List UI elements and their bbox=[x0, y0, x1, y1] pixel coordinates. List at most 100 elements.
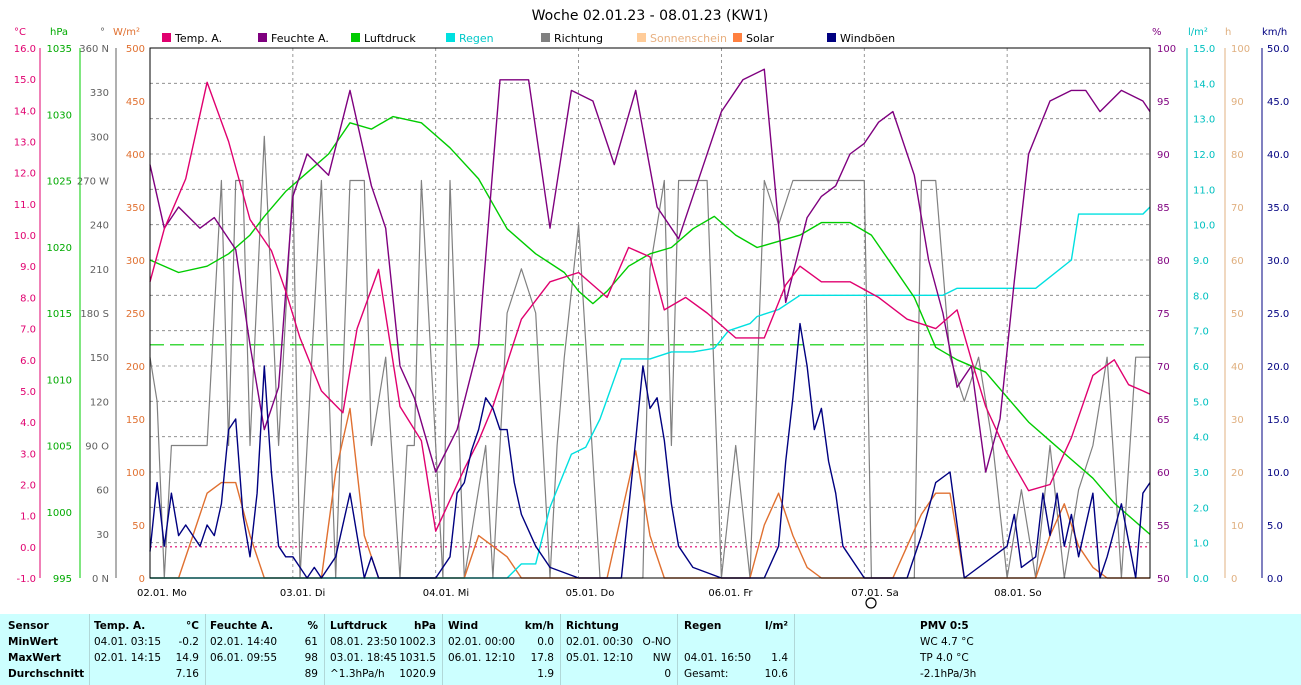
axis-header-pressure: hPa bbox=[50, 27, 68, 38]
col-rain: Regen l/m² 04.01. 16:50 1.4 Gesamt: 10.6 bbox=[678, 614, 794, 685]
rain-tick-label: 7.0 bbox=[1193, 327, 1209, 338]
rain-tick-label: 14.0 bbox=[1193, 79, 1215, 90]
rain-tick-label: 9.0 bbox=[1193, 256, 1209, 267]
temp-tick-label: 2.0 bbox=[20, 480, 36, 491]
direction-tick-label: 180 S bbox=[80, 309, 109, 320]
legend-label: Temp. A. bbox=[174, 32, 222, 45]
temp-tick-label: 10.0 bbox=[14, 231, 36, 242]
temp-max-time: 02.01. 14:15 bbox=[94, 652, 161, 664]
col-wind: Wind km/h 02.01. 00:00 0.0 06.01. 12:10 … bbox=[443, 614, 560, 685]
radiation-tick-label: 100 bbox=[126, 468, 145, 479]
stats-table: Sensor MinWert MaxWert Durchschnitt Temp… bbox=[0, 614, 1301, 685]
legend-label: Richtung bbox=[554, 32, 603, 45]
series-line-windb-en bbox=[149, 322, 1151, 579]
header-rain: Regen bbox=[684, 620, 722, 632]
day-label: 04.01. Mi bbox=[423, 588, 469, 599]
direction-tick-label: 90 O bbox=[85, 442, 109, 453]
dir-max-value: NW bbox=[652, 652, 671, 664]
series-layer bbox=[149, 68, 1151, 579]
sun-tick-label: 70 bbox=[1231, 203, 1244, 214]
direction-tick-label: 270 W bbox=[77, 177, 109, 188]
direction-tick-label: 240 bbox=[90, 221, 109, 232]
pressure-tick-label: 1025 bbox=[47, 177, 72, 188]
axes: 16.0 15.0 14.0 13.0 12.0 11.0 10.0 9.0 8.0 7.0 6.0… bbox=[14, 44, 1290, 599]
sun-tick-label: 30 bbox=[1231, 415, 1244, 426]
col-temp: Temp. A. °C 04.01. 03:15 -0.2 02.01. 14:… bbox=[90, 614, 205, 685]
header-temp: Temp. A. bbox=[94, 620, 146, 632]
rain-tick-label: 11.0 bbox=[1193, 185, 1215, 196]
pressure-tick-label: 1000 bbox=[47, 508, 72, 519]
rain-tick-label: 15.0 bbox=[1193, 44, 1215, 55]
hum-min-time: 02.01. 14:40 bbox=[210, 636, 277, 648]
legend-swatch bbox=[351, 33, 360, 42]
sun-tick-label: 90 bbox=[1231, 97, 1244, 108]
col-divider bbox=[794, 614, 795, 685]
temp-min-value: -0.2 bbox=[178, 636, 200, 648]
radiation-tick-label: 50 bbox=[132, 521, 145, 532]
temp-tick-label: 5.0 bbox=[20, 387, 36, 398]
temp-tick-label: 8.0 bbox=[20, 293, 36, 304]
rain-tick-label: 2.0 bbox=[1193, 503, 1209, 514]
humidity-tick-label: 100 bbox=[1157, 44, 1176, 55]
series-line-luftdruck bbox=[149, 115, 1151, 535]
radiation-tick-label: 350 bbox=[126, 203, 145, 214]
temp-tick-label: 13.0 bbox=[14, 138, 36, 149]
temp-avg-value: 7.16 bbox=[175, 668, 199, 680]
sun-tick-label: 100 bbox=[1231, 44, 1250, 55]
row-label-max: MaxWert bbox=[8, 652, 61, 664]
col-humidity: Feuchte A. % 02.01. 14:40 61 06.01. 09:5… bbox=[206, 614, 324, 685]
temp-tick-label: 6.0 bbox=[20, 356, 36, 367]
wind-tick-label: 5.0 bbox=[1267, 521, 1283, 532]
temp-tick-label: 15.0 bbox=[14, 75, 36, 86]
header-humidity-unit: % bbox=[307, 620, 318, 632]
temp-tick-label: -1.0 bbox=[16, 574, 36, 585]
dir-max-time: 05.01. 12:10 bbox=[566, 652, 633, 664]
humidity-tick-label: 90 bbox=[1157, 150, 1170, 161]
direction-tick-label: 120 bbox=[90, 397, 109, 408]
day-label: 05.01. Do bbox=[566, 588, 615, 599]
radiation-tick-label: 450 bbox=[126, 97, 145, 108]
humidity-tick-label: 80 bbox=[1157, 256, 1170, 267]
radiation-tick-label: 500 bbox=[126, 44, 145, 55]
axis-header-humidity: % bbox=[1152, 27, 1162, 38]
direction-tick-label: 330 bbox=[90, 88, 109, 99]
wind-max-time: 06.01. 12:10 bbox=[448, 652, 515, 664]
axis-header-rain: l/m² bbox=[1188, 27, 1208, 38]
pmv-pressure-trend: -2.1hPa/3h bbox=[920, 668, 977, 680]
row-label-min: MinWert bbox=[8, 636, 59, 648]
pressure-tick-label: 1020 bbox=[47, 243, 72, 254]
temp-min-time: 04.01. 03:15 bbox=[94, 636, 161, 648]
wind-tick-label: 10.0 bbox=[1267, 468, 1289, 479]
temp-tick-label: 12.0 bbox=[14, 169, 36, 180]
row-label-avg: Durchschnitt bbox=[8, 668, 85, 680]
rain-tick-label: 0.0 bbox=[1193, 574, 1209, 585]
header-humidity: Feuchte A. bbox=[210, 620, 274, 632]
pmv-dew-point: TP 4.0 °C bbox=[920, 652, 969, 664]
col-divider bbox=[442, 614, 443, 685]
wind-avg-value: 1.9 bbox=[537, 668, 554, 680]
dir-avg-value: 0 bbox=[664, 668, 671, 680]
direction-tick-label: 0 N bbox=[92, 574, 109, 585]
sun-tick-label: 50 bbox=[1231, 309, 1244, 320]
wind-tick-label: 25.0 bbox=[1267, 309, 1289, 320]
dir-min-time: 02.01. 00:30 bbox=[566, 636, 633, 648]
direction-tick-label: 60 bbox=[96, 486, 109, 497]
rain-tick-label: 8.0 bbox=[1193, 291, 1209, 302]
legend-swatch bbox=[637, 33, 646, 42]
weather-chart: Woche 02.01.23 - 08.01.23 (KW1) °C hPa °… bbox=[14, 8, 1290, 609]
day-label: 08.01. So bbox=[994, 588, 1041, 599]
col-divider bbox=[324, 614, 325, 685]
sun-tick-label: 80 bbox=[1231, 150, 1244, 161]
pres-trend: ^1.3hPa/h bbox=[330, 668, 385, 680]
wind-tick-label: 35.0 bbox=[1267, 203, 1289, 214]
series-line-regen bbox=[150, 206, 1151, 579]
axis-header-radiation: W/m² bbox=[113, 27, 140, 38]
hum-min-value: 61 bbox=[304, 636, 318, 648]
axis-header-wind: km/h bbox=[1262, 27, 1287, 38]
rain-tick-label: 4.0 bbox=[1193, 433, 1209, 444]
axis-header-direction: ° bbox=[100, 27, 105, 38]
humidity-tick-label: 95 bbox=[1157, 97, 1170, 108]
humidity-tick-label: 50 bbox=[1157, 574, 1170, 585]
legend-swatch bbox=[258, 33, 267, 42]
humidity-tick-label: 55 bbox=[1157, 521, 1170, 532]
